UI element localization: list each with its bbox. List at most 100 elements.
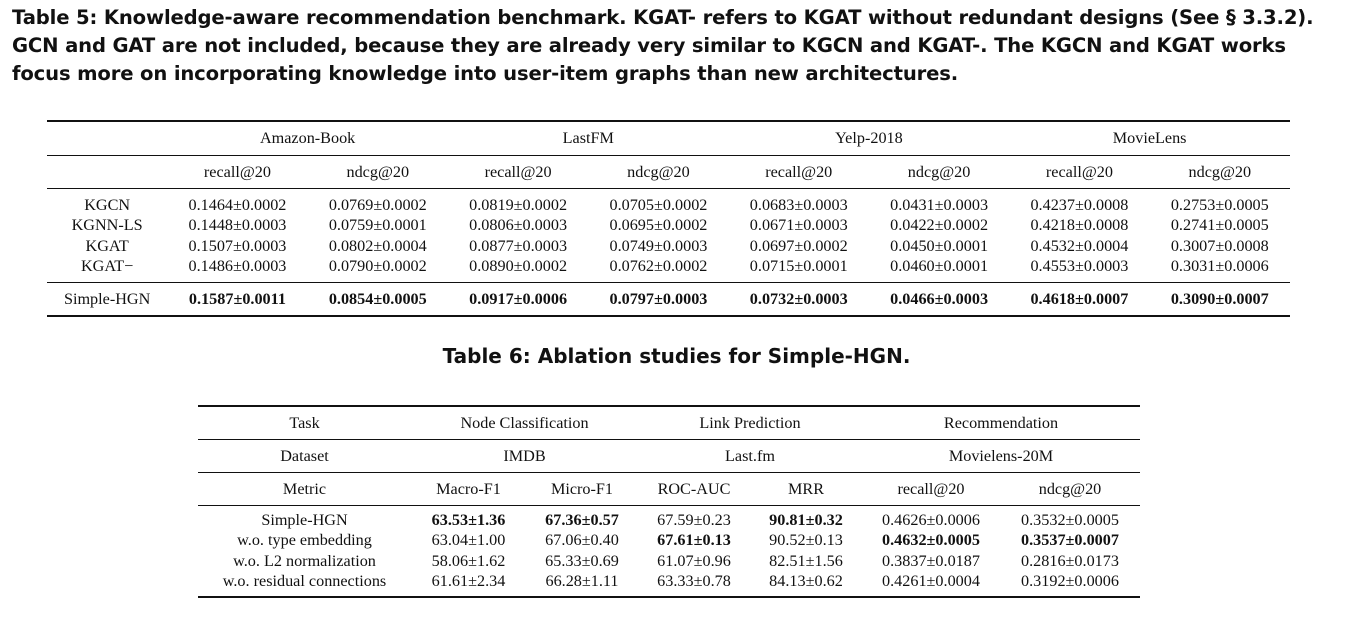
- table5-metric-header: recall@20 ndcg@20 recall@20 ndcg@20 reca…: [47, 155, 1290, 189]
- table-cell: 0.2753±0.0005: [1170, 195, 1269, 214]
- table-cell: 0.4261±0.0004: [882, 572, 980, 591]
- table5-metric: recall@20: [167, 155, 308, 189]
- table-cell: 0.0697±0.0002: [749, 236, 848, 255]
- metric-name: ROC-AUC: [638, 472, 750, 506]
- table-cell: 0.1464±0.0002: [188, 195, 287, 214]
- table-cell: 82.51±1.56: [769, 551, 843, 570]
- table-cell: 0.0790±0.0002: [328, 257, 427, 276]
- table6: Task Node Classification Link Prediction…: [198, 405, 1140, 598]
- table-cell-best: 63.53±1.36: [431, 510, 506, 529]
- table5-metric: ndcg@20: [868, 155, 1010, 189]
- table-cell: 0.0749±0.0003: [609, 236, 708, 255]
- table-cell: 66.28±1.11: [545, 572, 619, 591]
- task-name: Recommendation: [862, 406, 1140, 440]
- table-cell: 58.06±1.62: [431, 551, 506, 570]
- table-row: w.o. type embedding 63.04±1.00 67.06±0.4…: [198, 531, 1140, 552]
- table-cell: 0.3532±0.0005: [1021, 510, 1119, 529]
- table-cell: 0.0671±0.0003: [749, 216, 848, 235]
- model-name: KGAT: [85, 236, 129, 255]
- table-cell-best: 0.3537±0.0007: [1021, 531, 1119, 550]
- table-cell: 0.0450±0.0001: [890, 236, 989, 255]
- table-cell: 0.4553±0.0003: [1030, 257, 1129, 276]
- table5-caption: Table 5: Knowledge-aware recommendation …: [12, 6, 1314, 85]
- table5-dataset: Yelp-2018: [835, 129, 903, 147]
- dataset-name: Movielens-20M: [862, 439, 1140, 473]
- variant-name: w.o. type embedding: [237, 531, 372, 550]
- table5-metric: ndcg@20: [1149, 155, 1290, 189]
- variant-name: Simple-HGN: [261, 510, 348, 529]
- table-row: w.o. residual connections 61.61±2.34 66.…: [198, 572, 1140, 598]
- table-cell: 0.3031±0.0006: [1170, 257, 1269, 276]
- table-cell-best: 0.0732±0.0003: [728, 282, 869, 316]
- table-row: KGCN 0.1464±0.0002 0.0769±0.0002 0.0819±…: [47, 189, 1290, 216]
- table-cell-best: 0.3090±0.0007: [1149, 282, 1290, 316]
- table-cell: 0.1448±0.0003: [188, 216, 287, 235]
- table-cell: 0.3192±0.0006: [1021, 572, 1119, 591]
- table-row-simple-hgn: Simple-HGN 0.1587±0.0011 0.0854±0.0005 0…: [47, 282, 1290, 316]
- table-cell: 90.52±0.13: [769, 531, 843, 550]
- table6-caption: Table 6: Ablation studies for Simple-HGN…: [442, 344, 911, 368]
- table-cell: 0.2816±0.0173: [1021, 551, 1119, 570]
- variant-name: w.o. residual connections: [222, 572, 387, 591]
- table-cell: 0.4237±0.0008: [1030, 195, 1129, 214]
- table-cell: 0.4532±0.0004: [1030, 236, 1129, 255]
- table-cell: 0.4626±0.0006: [882, 510, 980, 529]
- dataset-name: IMDB: [411, 439, 638, 473]
- metric-name: recall@20: [862, 472, 1000, 506]
- table5-metric: ndcg@20: [307, 155, 448, 189]
- table-cell: 0.0802±0.0004: [328, 236, 427, 255]
- table5-dataset: Amazon-Book: [259, 129, 356, 147]
- table-cell: 63.04±1.00: [431, 531, 506, 550]
- table-cell: 0.0769±0.0002: [328, 195, 427, 214]
- table-cell-best: 0.4618±0.0007: [1009, 282, 1150, 316]
- table-cell: 0.1486±0.0003: [188, 257, 287, 276]
- table-row: KGAT 0.1507±0.0003 0.0802±0.0004 0.0877±…: [47, 236, 1290, 257]
- model-name: Simple-HGN: [47, 282, 168, 316]
- table-cell-best: 0.0466±0.0003: [868, 282, 1010, 316]
- table6-metric-header: Metric Macro-F1 Micro-F1 ROC-AUC MRR rec…: [198, 472, 1140, 506]
- table-cell: 65.33±0.69: [545, 551, 619, 570]
- metric-name: Micro-F1: [526, 472, 638, 506]
- table-cell: 0.0705±0.0002: [609, 195, 708, 214]
- model-name: KGNN-LS: [71, 216, 143, 235]
- table-cell: 0.3837±0.0187: [882, 551, 980, 570]
- table-cell: 0.0759±0.0001: [328, 216, 427, 235]
- table5: Amazon-Book LastFM Yelp-2018 MovieLens r…: [47, 120, 1290, 317]
- table5-dataset: LastFM: [562, 129, 614, 147]
- table-cell: 0.3007±0.0008: [1170, 236, 1269, 255]
- table-cell: 0.0715±0.0001: [749, 257, 848, 276]
- table-row: KGAT− 0.1486±0.0003 0.0790±0.0002 0.0890…: [47, 257, 1290, 283]
- task-name: Link Prediction: [638, 406, 862, 440]
- table-cell-best: 0.1587±0.0011: [167, 282, 308, 316]
- table5-metric: recall@20: [728, 155, 869, 189]
- table-cell: 0.0683±0.0003: [749, 195, 848, 214]
- metric-name: MRR: [750, 472, 862, 506]
- table-cell: 0.4218±0.0008: [1030, 216, 1129, 235]
- table5-metric: recall@20: [1009, 155, 1150, 189]
- dataset-name: Last.fm: [638, 439, 862, 473]
- table5-dataset-header: Amazon-Book LastFM Yelp-2018 MovieLens: [47, 121, 1290, 156]
- table-cell: 0.0877±0.0003: [469, 236, 568, 255]
- table6-dataset-header: Dataset IMDB Last.fm Movielens-20M: [198, 439, 1140, 473]
- table-cell: 84.13±0.62: [769, 572, 843, 591]
- table-cell: 0.1507±0.0003: [188, 236, 287, 255]
- table-cell: 0.0422±0.0002: [890, 216, 989, 235]
- table-cell-best: 67.36±0.57: [545, 510, 619, 529]
- table-row: Simple-HGN 63.53±1.36 67.36±0.57 67.59±0…: [198, 506, 1140, 531]
- table-cell-best: 67.61±0.13: [657, 531, 731, 550]
- model-name: KGCN: [84, 195, 131, 214]
- metric-name: Macro-F1: [411, 472, 526, 506]
- table-cell: 0.0762±0.0002: [609, 257, 708, 276]
- table-cell: 61.61±2.34: [431, 572, 506, 591]
- table-cell: 63.33±0.78: [657, 572, 731, 591]
- model-name: KGAT−: [80, 257, 134, 276]
- table-cell: 0.0460±0.0001: [890, 257, 989, 276]
- variant-name: w.o. L2 normalization: [233, 551, 376, 570]
- table-cell-best: 90.81±0.32: [769, 510, 843, 529]
- table-cell: 0.0806±0.0003: [469, 216, 568, 235]
- metric-name: ndcg@20: [1000, 472, 1140, 506]
- table-row: w.o. L2 normalization 58.06±1.62 65.33±0…: [198, 551, 1140, 572]
- task-name: Node Classification: [411, 406, 638, 440]
- table-cell: 61.07±0.96: [657, 551, 731, 570]
- table5-metric: recall@20: [447, 155, 589, 189]
